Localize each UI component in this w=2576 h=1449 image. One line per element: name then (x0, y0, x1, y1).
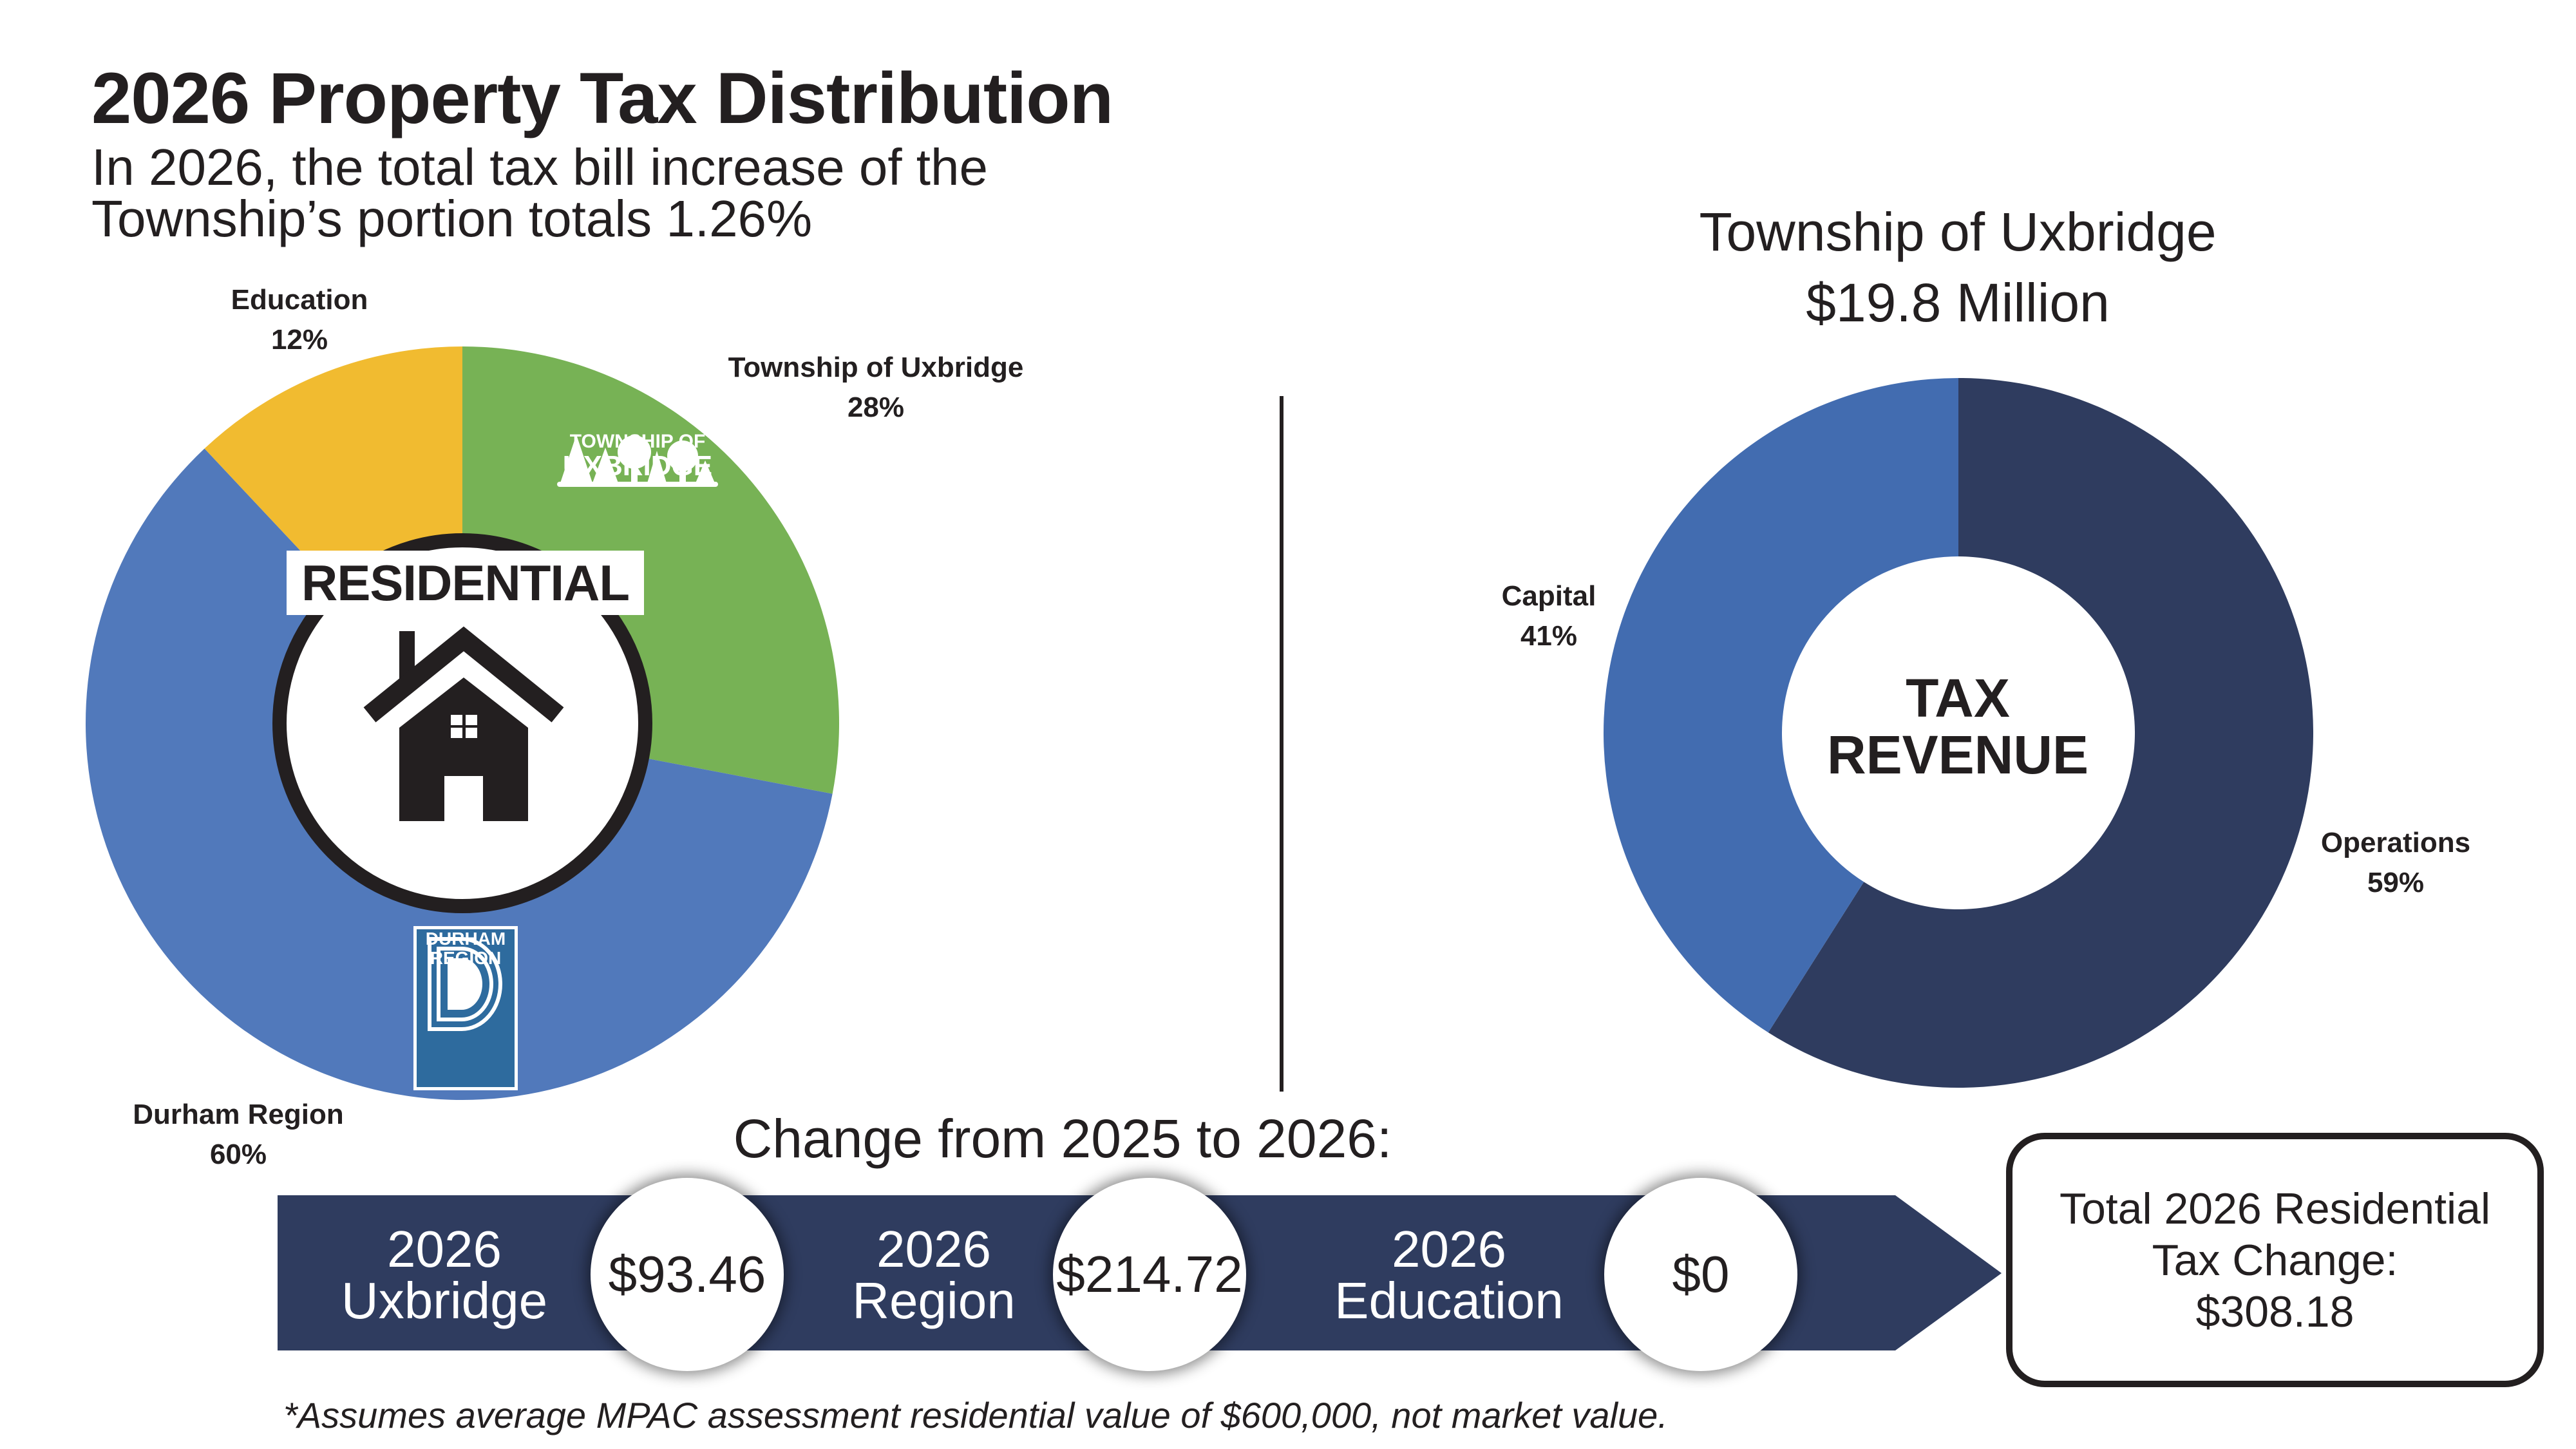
step-region-label: 2026 Region (799, 1224, 1069, 1327)
label-education-name: Education (231, 284, 368, 316)
revenue-title: Township of Uxbridge $19.8 Million (1636, 196, 2280, 338)
label-durham: Durham Region 60% (103, 1095, 374, 1175)
step-region-name: Region (852, 1272, 1016, 1329)
page-title: 2026 Property Tax Distribution (91, 58, 1113, 138)
label-durham-value: 60% (209, 1139, 267, 1170)
label-capital-name: Capital (1501, 580, 1596, 612)
durham-d-icon (428, 937, 502, 1031)
step-region-year: 2026 (876, 1220, 991, 1278)
trees-icon (557, 435, 718, 487)
total-amount: $308.18 (2195, 1287, 2354, 1336)
step-uxbridge-name: Uxbridge (341, 1272, 548, 1329)
label-operations: Operations 59% (2293, 823, 2499, 903)
label-education-value: 12% (270, 324, 328, 355)
step-education-label: 2026 Education (1282, 1224, 1616, 1327)
label-operations-name: Operations (2320, 827, 2471, 858)
label-uxbridge-value: 28% (847, 392, 905, 423)
step-education-amount: $0 (1604, 1178, 1797, 1371)
tax-revenue-line2: REVENUE (1826, 724, 2089, 785)
change-title: Change from 2025 to 2026: (733, 1108, 1392, 1169)
label-uxbridge: Township of Uxbridge 28% (683, 348, 1069, 428)
slice-capital (1604, 378, 1958, 1033)
step-education-year: 2026 (1392, 1220, 1506, 1278)
footnote: *Assumes average MPAC assessment residen… (283, 1395, 1668, 1435)
label-uxbridge-name: Township of Uxbridge (728, 352, 1024, 383)
durham-region-logo: DURHAM REGION (413, 926, 518, 1090)
subtitle-line-1: In 2026, the total tax bill increase of … (91, 138, 988, 196)
subtitle-line-2: Township’s portion totals 1.26% (91, 190, 813, 247)
slice-operations (1768, 378, 2313, 1088)
house-icon (363, 626, 564, 821)
section-divider (1280, 396, 1283, 1092)
tax-revenue-line1: TAX (1906, 668, 2010, 728)
revenue-title-amount: $19.8 Million (1806, 272, 2110, 333)
uxbridge-logo: TOWNSHIP OF UXBRIDGE (554, 431, 721, 547)
revenue-title-line1: Township of Uxbridge (1699, 202, 2217, 262)
total-line2: Tax Change: (2152, 1235, 2398, 1285)
label-capital: Capital 41% (1468, 576, 1629, 656)
label-durham-name: Durham Region (133, 1099, 344, 1130)
label-operations-value: 59% (2367, 867, 2425, 898)
step-uxbridge-year: 2026 (387, 1220, 502, 1278)
step-uxbridge-label: 2026 Uxbridge (296, 1224, 592, 1327)
step-region-amount: $214.72 (1053, 1178, 1246, 1371)
step-education-name: Education (1334, 1272, 1564, 1329)
total-change-box: Total 2026 Residential Tax Change: $308.… (2006, 1133, 2544, 1387)
tax-revenue-donut-chart (1604, 378, 2313, 1088)
tax-revenue-center-label: TAX REVENUE (1797, 670, 2119, 783)
step-uxbridge-amount: $93.46 (591, 1178, 784, 1371)
label-education: Education 12% (213, 280, 386, 360)
residential-label: RESIDENTIAL (287, 551, 644, 615)
total-line1: Total 2026 Residential (2059, 1184, 2491, 1233)
label-capital-value: 41% (1520, 620, 1578, 652)
